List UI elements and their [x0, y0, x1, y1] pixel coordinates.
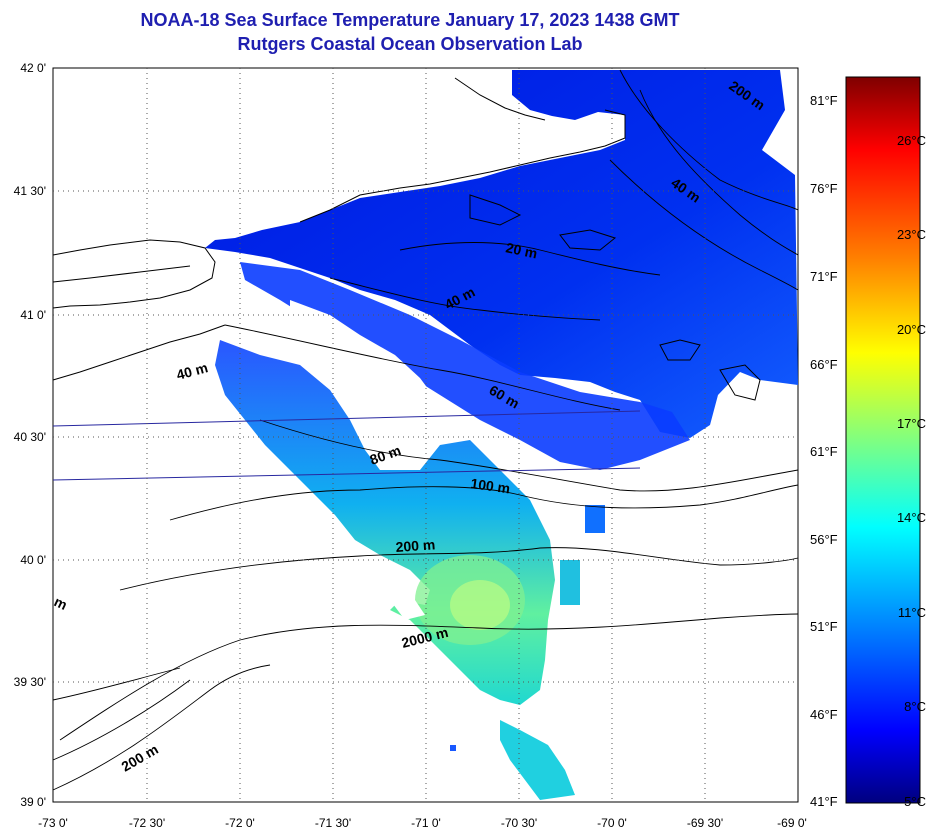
graticule — [53, 68, 798, 802]
depth-label: 100 m — [470, 475, 512, 496]
celsius-label: 17°C — [897, 416, 926, 431]
fahrenheit-label: 71°F — [810, 269, 838, 284]
lat-label: 41 0' — [20, 308, 46, 322]
lat-label: 42 0' — [20, 61, 46, 75]
temperature-colorbar — [845, 76, 921, 804]
map-subtitle: Rutgers Coastal Ocean Observation Lab — [237, 34, 583, 54]
sst-data-field — [205, 70, 798, 800]
celsius-label: 14°C — [897, 510, 926, 525]
lat-label: 40 30' — [14, 430, 46, 444]
celsius-labels: 26°C 23°C 20°C 17°C 14°C 11°C 8°C 5°C — [897, 133, 926, 809]
lon-label: -72 0' — [225, 816, 255, 830]
lon-label: -71 30' — [315, 816, 351, 830]
coastline — [52, 77, 761, 401]
fahrenheit-label: 81°F — [810, 93, 838, 108]
lon-label: -69 0' — [777, 816, 807, 830]
lon-label: -69 30' — [687, 816, 723, 830]
celsius-label: 11°C — [898, 605, 926, 620]
bathymetry-contours — [52, 69, 799, 791]
longitude-labels: -73 0' -72 30' -72 0' -71 30' -71 0' -70… — [38, 816, 807, 830]
fahrenheit-label: 61°F — [810, 444, 838, 459]
celsius-label: 20°C — [897, 322, 926, 337]
fahrenheit-label: 76°F — [810, 181, 838, 196]
lon-label: -70 30' — [501, 816, 537, 830]
lat-label: 40 0' — [20, 553, 46, 567]
fahrenheit-label: 56°F — [810, 532, 838, 547]
map-title: NOAA-18 Sea Surface Temperature January … — [140, 10, 680, 30]
celsius-label: 26°C — [897, 133, 926, 148]
fahrenheit-label: 46°F — [810, 707, 838, 722]
lon-label: -70 0' — [597, 816, 627, 830]
fahrenheit-labels: 81°F 76°F 71°F 66°F 61°F 56°F 51°F 46°F … — [810, 93, 838, 809]
latitude-labels: 42 0' 41 30' 41 0' 40 30' 40 0' 39 30' 3… — [14, 61, 46, 809]
celsius-label: 8°C — [904, 699, 926, 714]
fahrenheit-label: 51°F — [810, 619, 838, 634]
fahrenheit-label: 66°F — [810, 357, 838, 372]
lat-label: 39 30' — [14, 675, 46, 689]
depth-label: 40 m — [175, 359, 210, 383]
lat-label: 39 0' — [20, 795, 46, 809]
lon-label: -71 0' — [411, 816, 441, 830]
lon-label: -72 30' — [129, 816, 165, 830]
track-lines — [52, 410, 641, 481]
depth-label: 200 m — [395, 536, 436, 555]
lat-label: 41 30' — [14, 184, 46, 198]
lon-label: -73 0' — [38, 816, 68, 830]
celsius-label: 23°C — [897, 227, 926, 242]
celsius-label: 5°C — [904, 794, 926, 809]
fahrenheit-label: 41°F — [810, 794, 838, 809]
depth-label: 20 m — [504, 239, 539, 261]
depth-label: m — [52, 593, 70, 613]
